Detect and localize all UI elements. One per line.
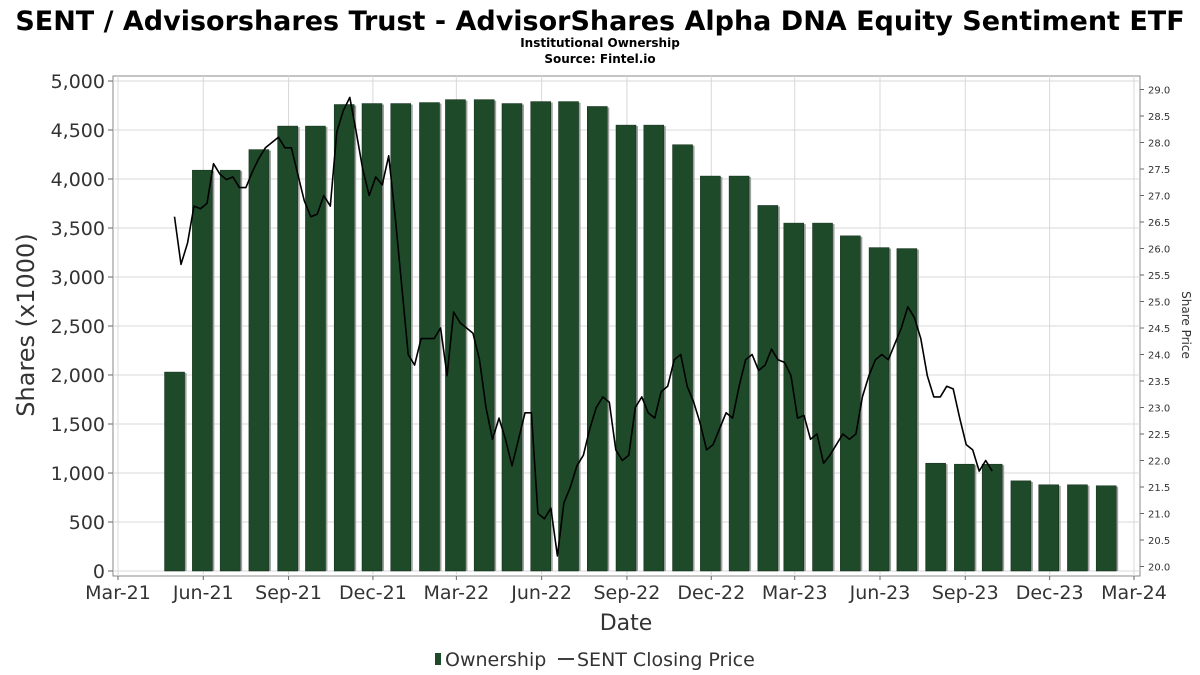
- y-right-tick-label: 29.0: [1148, 86, 1170, 97]
- y-right-tick-label: 21.5: [1148, 483, 1170, 494]
- ownership-bar: [248, 149, 270, 572]
- ownership-bar: [757, 205, 779, 572]
- y-right-tick-label: 27.0: [1148, 192, 1170, 203]
- y-left-tick-label: 1,500: [51, 414, 105, 436]
- y-axis-right-label: Share Price: [1179, 291, 1193, 359]
- ownership-bar: [840, 235, 861, 572]
- x-tick-label: Jun-23: [849, 582, 911, 604]
- y-left-tick-label: 0: [93, 561, 105, 583]
- x-tick-label: Sep-22: [594, 582, 661, 604]
- y-right-tick-label: 26.5: [1148, 218, 1170, 229]
- chart-title: SENT / Advisorshares Trust - AdvisorShar…: [15, 6, 1184, 37]
- ownership-bar: [164, 371, 185, 572]
- ownership-bar: [1010, 480, 1032, 572]
- y-right-tick-label: 24.5: [1148, 324, 1170, 335]
- ownership-bar: [305, 125, 326, 572]
- ownership-bar: [925, 462, 946, 572]
- ownership-bar: [672, 144, 693, 572]
- y-axis-left-label: Shares (x1000): [12, 233, 40, 416]
- bars-layer: [164, 99, 1119, 572]
- y-left-tick-label: 3,500: [51, 218, 105, 240]
- x-tick-label: Dec-23: [1016, 582, 1084, 604]
- legend-price-label: SENT Closing Price: [577, 649, 755, 671]
- axes-layer: 0 500 1,000 1,500 2,000 2,500 3,000 3,500 4,000 4…: [51, 71, 1171, 604]
- ownership-bar: [1095, 485, 1117, 572]
- price-line: [173, 96, 993, 557]
- x-tick-label: Dec-22: [677, 582, 745, 604]
- y-right-tick-label: 23.0: [1148, 404, 1170, 415]
- y-right-tick-label: 20.0: [1148, 563, 1170, 574]
- x-tick-label: Sep-21: [255, 582, 322, 604]
- y-right-tick-label: 28.0: [1148, 139, 1170, 150]
- x-tick-label: Jun-22: [510, 582, 572, 604]
- y-right-tick-label: 23.5: [1148, 377, 1170, 388]
- y-right-tick-label: 24.0: [1148, 351, 1170, 362]
- y-left-tick-label: 4,000: [51, 169, 105, 191]
- y-left-tick-label: 5,000: [51, 71, 105, 93]
- ownership-bar: [390, 103, 411, 572]
- y-right-tick-label: 26.0: [1148, 245, 1170, 256]
- ownership-bar: [700, 175, 721, 572]
- y-right-tick-label: 28.5: [1148, 112, 1170, 123]
- ownership-bar: [419, 102, 440, 572]
- x-tick-label: Mar-22: [424, 582, 490, 604]
- x-tick-label: Mar-21: [85, 582, 151, 604]
- legend: Ownership SENT Closing Price: [435, 649, 755, 671]
- ownership-bar: [868, 247, 890, 572]
- y-left-tick-label: 500: [69, 512, 105, 534]
- ownership-bar: [981, 463, 1003, 572]
- y-right-tick-label: 21.0: [1148, 510, 1170, 521]
- x-axis-label: Date: [600, 611, 653, 636]
- ownership-bar: [277, 125, 298, 572]
- ownership-bar: [587, 106, 608, 572]
- ownership-bar: [1038, 484, 1059, 572]
- ownership-bar: [812, 222, 833, 572]
- y-left-tick-label: 2,500: [51, 316, 105, 338]
- ownership-bar: [501, 103, 523, 572]
- ownership-bar: [558, 101, 579, 572]
- y-right-tick-label: 22.0: [1148, 457, 1170, 468]
- ownership-bar: [615, 124, 637, 572]
- y-left-tick-label: 4,500: [51, 120, 105, 142]
- x-tick-label: Mar-24: [1101, 582, 1167, 604]
- ownership-bar: [954, 463, 975, 572]
- ownership-bar: [1067, 484, 1088, 572]
- y-right-tick-label: 25.0: [1148, 298, 1170, 309]
- ownership-bar: [361, 103, 383, 572]
- chart-subtitle: Institutional Ownership: [520, 36, 680, 50]
- line-layer: [173, 96, 993, 557]
- chart-source: Source: Fintel.io: [544, 52, 655, 66]
- y-left-tick-label: 2,000: [51, 365, 105, 387]
- ownership-bar: [728, 175, 750, 572]
- ownership-bar: [530, 101, 551, 572]
- ownership-bar: [473, 99, 495, 572]
- x-tick-label: Mar-23: [762, 582, 828, 604]
- y-right-tick-label: 22.5: [1148, 430, 1170, 441]
- y-right-tick-label: 20.5: [1148, 536, 1170, 547]
- x-tick-label: Jun-21: [172, 582, 234, 604]
- x-tick-label: Dec-21: [339, 582, 407, 604]
- x-tick-label: Sep-23: [932, 582, 999, 604]
- ownership-bar: [643, 124, 665, 572]
- ownership-bar: [445, 99, 466, 572]
- legend-ownership-swatch: [435, 653, 441, 665]
- ownership-bar: [219, 169, 241, 572]
- ownership-bar: [896, 248, 918, 572]
- ownership-bar: [192, 169, 213, 572]
- y-left-tick-label: 3,000: [51, 267, 105, 289]
- legend-ownership-label: Ownership: [445, 649, 546, 671]
- ownership-bar: [333, 104, 355, 572]
- y-right-tick-label: 27.5: [1148, 165, 1170, 176]
- y-left-tick-label: 1,000: [51, 463, 105, 485]
- y-right-tick-label: 25.5: [1148, 271, 1170, 282]
